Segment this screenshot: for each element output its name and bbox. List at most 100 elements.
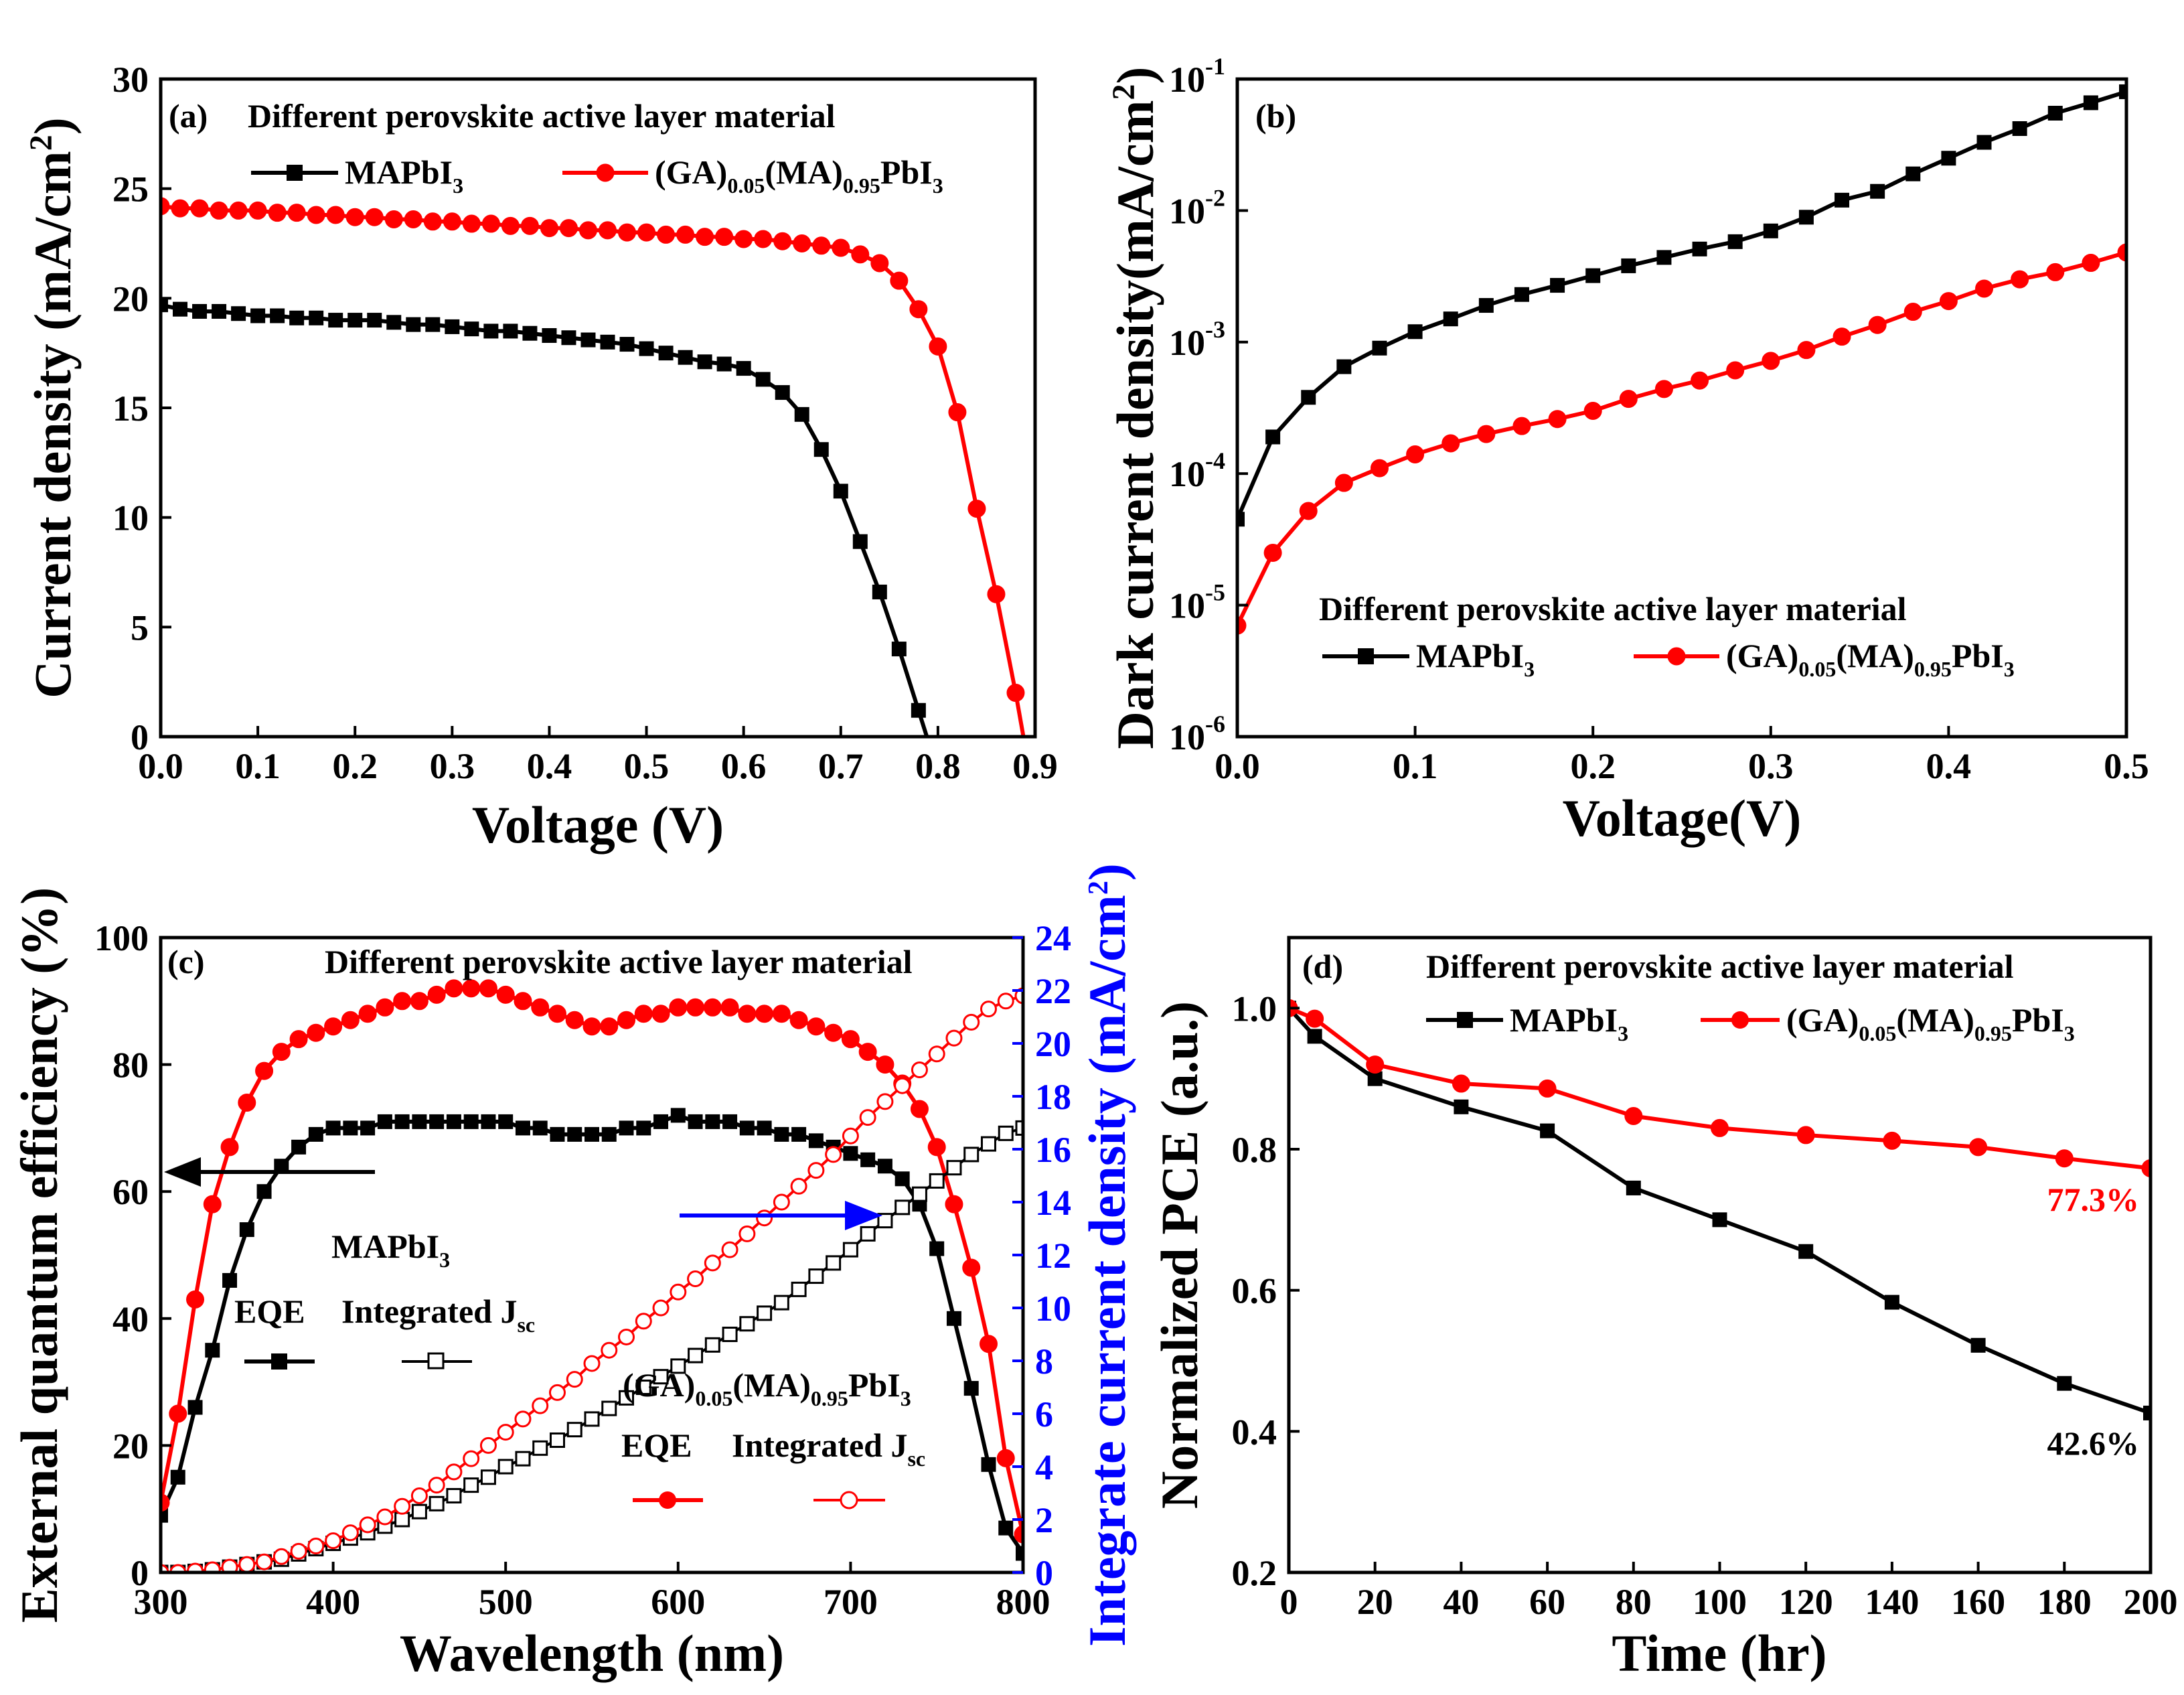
data-point — [212, 303, 227, 319]
data-point — [2012, 121, 2027, 136]
panel-c-label: (c) — [167, 943, 205, 980]
data-point — [1763, 223, 1778, 238]
data-point — [793, 234, 811, 252]
data-point — [446, 1114, 461, 1129]
data-point — [635, 1313, 652, 1330]
data-point — [238, 1556, 256, 1572]
data-point — [1301, 390, 1316, 405]
data-point — [394, 1497, 411, 1515]
x-tick-label: 80 — [1616, 1582, 1652, 1622]
data-point — [532, 1120, 548, 1136]
data-point — [911, 703, 926, 718]
data-point — [515, 1451, 531, 1467]
panel-b-y-label: Dark current density(mA/cm2) — [1106, 66, 1164, 749]
data-point — [1538, 1079, 1557, 1098]
data-point — [600, 1017, 619, 1036]
data-point — [721, 1241, 738, 1258]
legend-ga-jsc-marker — [840, 1491, 858, 1509]
data-point — [894, 1077, 911, 1094]
data-point — [1796, 1126, 1815, 1145]
data-point — [290, 1542, 307, 1560]
data-point — [658, 346, 674, 361]
data-point — [497, 1424, 514, 1441]
data-point — [481, 1114, 496, 1129]
data-point — [860, 1152, 876, 1167]
data-point — [287, 204, 306, 222]
panel-c-series — [161, 979, 1023, 1572]
data-point — [515, 1120, 530, 1136]
y-right-tick-label: 14 — [1035, 1183, 1071, 1223]
panel-b-frame — [1235, 77, 2128, 739]
data-point — [812, 236, 831, 255]
y-tick-label: 40 — [112, 1299, 149, 1339]
panel-c-x-ticks: 300 400 500 600 700 800 — [134, 1562, 1050, 1622]
data-point — [171, 199, 189, 218]
panel-d-title: Different perovskite active layer materi… — [1426, 948, 2014, 985]
data-point — [480, 1469, 496, 1485]
y-tick-label: 0 — [131, 1553, 149, 1593]
data-point — [670, 1283, 687, 1301]
data-point — [911, 1061, 928, 1078]
data-point — [619, 1390, 635, 1406]
y-right-tick-label: 8 — [1035, 1341, 1053, 1382]
legend-ma-marker — [1457, 1012, 1473, 1028]
data-point — [203, 1195, 222, 1213]
data-point — [496, 985, 515, 1004]
data-point — [894, 1199, 911, 1215]
data-point — [1015, 1120, 1023, 1136]
data-point — [250, 308, 266, 323]
data-point — [1548, 410, 1567, 429]
data-point — [1550, 278, 1565, 293]
data-point — [773, 1193, 790, 1211]
x-tick-label: 180 — [2037, 1582, 2092, 1622]
panel-c-x-label: Wavelength (nm) — [400, 1624, 784, 1682]
data-point — [1366, 1055, 1385, 1074]
x-tick-label: 0.5 — [2104, 746, 2149, 786]
data-point — [963, 1147, 980, 1163]
data-point — [161, 1564, 169, 1572]
data-point — [998, 1125, 1014, 1141]
data-point — [520, 216, 539, 235]
data-point — [186, 1290, 205, 1309]
data-point — [1905, 166, 1921, 181]
data-point — [248, 201, 267, 220]
data-point — [1797, 341, 1816, 360]
data-point — [428, 1477, 445, 1494]
data-point — [463, 1450, 480, 1467]
y-tick-label: 30 — [112, 60, 149, 100]
data-point — [190, 199, 209, 218]
y-tick-label: 0.6 — [1232, 1271, 1277, 1311]
data-point — [807, 1162, 825, 1179]
data-point — [463, 1114, 479, 1129]
data-point — [325, 1120, 341, 1136]
data-point — [1621, 258, 1636, 273]
data-point — [187, 1400, 203, 1415]
panel-a-y-ticks: 0 5 10 15 20 25 30 — [112, 60, 171, 757]
data-point — [2082, 254, 2100, 273]
series-mapbi3-eqe — [161, 1108, 1023, 1561]
y-right-tick-label: 24 — [1035, 918, 1071, 958]
data-point — [1452, 1074, 1470, 1093]
data-point — [561, 330, 576, 346]
data-point — [842, 1127, 859, 1145]
data-point — [2011, 270, 2029, 289]
data-point — [359, 1516, 376, 1534]
data-point — [697, 354, 712, 370]
data-point — [1263, 543, 1282, 562]
data-point — [1711, 1118, 1729, 1137]
data-point — [404, 210, 422, 228]
data-point — [584, 1411, 600, 1427]
data-point — [967, 500, 986, 518]
panel-a-title: Different perovskite active layer materi… — [248, 97, 836, 135]
data-point — [270, 308, 285, 323]
x-tick-label: 0.2 — [332, 746, 378, 786]
data-point — [651, 1005, 670, 1023]
data-point — [890, 271, 909, 290]
data-point — [876, 1055, 894, 1074]
data-point — [738, 1225, 756, 1242]
legend-ga-label: (GA)0.05(MA)0.95PbI3 — [1786, 1001, 2075, 1045]
data-point — [2046, 263, 2065, 281]
data-point — [289, 310, 305, 325]
data-point — [548, 1005, 566, 1023]
data-point — [653, 1114, 669, 1129]
